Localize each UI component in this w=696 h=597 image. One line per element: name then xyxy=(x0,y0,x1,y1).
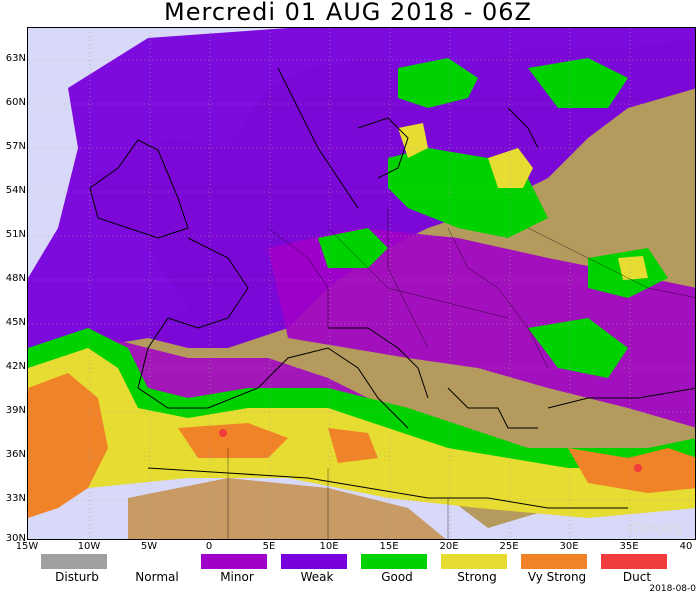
lon-label: 30E xyxy=(559,541,579,552)
lat-label: 39N xyxy=(5,405,26,416)
legend-swatch-weak xyxy=(281,554,347,569)
duct-spot xyxy=(219,429,227,437)
lat-label: 51N xyxy=(5,229,26,240)
watermark: t7len.org xyxy=(627,521,682,535)
lat-label: 30N xyxy=(5,533,26,544)
lat-label: 54N xyxy=(5,185,26,196)
lat-label: 42N xyxy=(5,361,26,372)
lon-label: 15W xyxy=(15,541,39,552)
legend-swatch-normal xyxy=(121,554,187,569)
good-area xyxy=(528,318,628,378)
legend-label-weak: Weak xyxy=(300,570,334,584)
legend-swatch-disturb xyxy=(41,554,107,569)
strong-area xyxy=(398,123,428,158)
legend-label-good: Good xyxy=(381,570,413,584)
country-borders xyxy=(227,208,695,539)
lat-label: 36N xyxy=(5,449,26,460)
duct-spot xyxy=(634,464,642,472)
lon-label: 40 xyxy=(679,541,693,552)
lon-label: 10W xyxy=(77,541,101,552)
very-strong-area xyxy=(568,448,695,493)
map-title: Mercredi 01 AUG 2018 - 06Z xyxy=(164,0,532,26)
legend-swatch-duct xyxy=(601,554,667,569)
lon-label: 5E xyxy=(262,541,276,552)
datestamp: 2018-08-0 xyxy=(649,584,696,594)
good-area xyxy=(528,58,628,108)
lat-label: 33N xyxy=(5,493,26,504)
legend-label-duct: Duct xyxy=(622,570,652,584)
legend-swatch-strong xyxy=(441,554,507,569)
legend-swatch-very-strong xyxy=(521,554,587,569)
sahara-terrain xyxy=(128,478,446,539)
very-strong-area xyxy=(28,373,108,518)
lat-label: 45N xyxy=(5,317,26,328)
good-area xyxy=(318,228,388,268)
lon-label: 35E xyxy=(619,541,639,552)
very-strong-area xyxy=(328,428,378,463)
graticule xyxy=(28,28,695,539)
legend-label-normal: Normal xyxy=(135,570,179,584)
lon-label: 0 xyxy=(205,541,213,552)
legend-swatch-good xyxy=(361,554,427,569)
strong-area xyxy=(618,256,648,280)
lon-label: 10E xyxy=(319,541,339,552)
map-canvas xyxy=(28,28,695,539)
lat-label: 63N xyxy=(5,53,26,64)
lat-label: 60N xyxy=(5,97,26,108)
very-strong-area xyxy=(178,423,288,458)
legend-label-minor: Minor xyxy=(220,570,254,584)
legend-label-disturb: Disturb xyxy=(55,570,99,584)
lon-label: 20E xyxy=(439,541,459,552)
propagation-map xyxy=(27,27,696,540)
legend-swatch-minor xyxy=(201,554,267,569)
coastlines xyxy=(89,67,695,509)
lon-label: 5W xyxy=(140,541,158,552)
lat-label: 57N xyxy=(5,141,26,152)
weak-band xyxy=(28,28,695,368)
good-area xyxy=(398,58,478,108)
lat-label: 48N xyxy=(5,273,26,284)
lon-label: 25E xyxy=(499,541,519,552)
strong-area xyxy=(488,148,533,188)
legend-label-strong: Strong xyxy=(457,570,497,584)
lon-label: 15E xyxy=(379,541,399,552)
legend-label-very-strong: Vy Strong xyxy=(527,570,587,584)
